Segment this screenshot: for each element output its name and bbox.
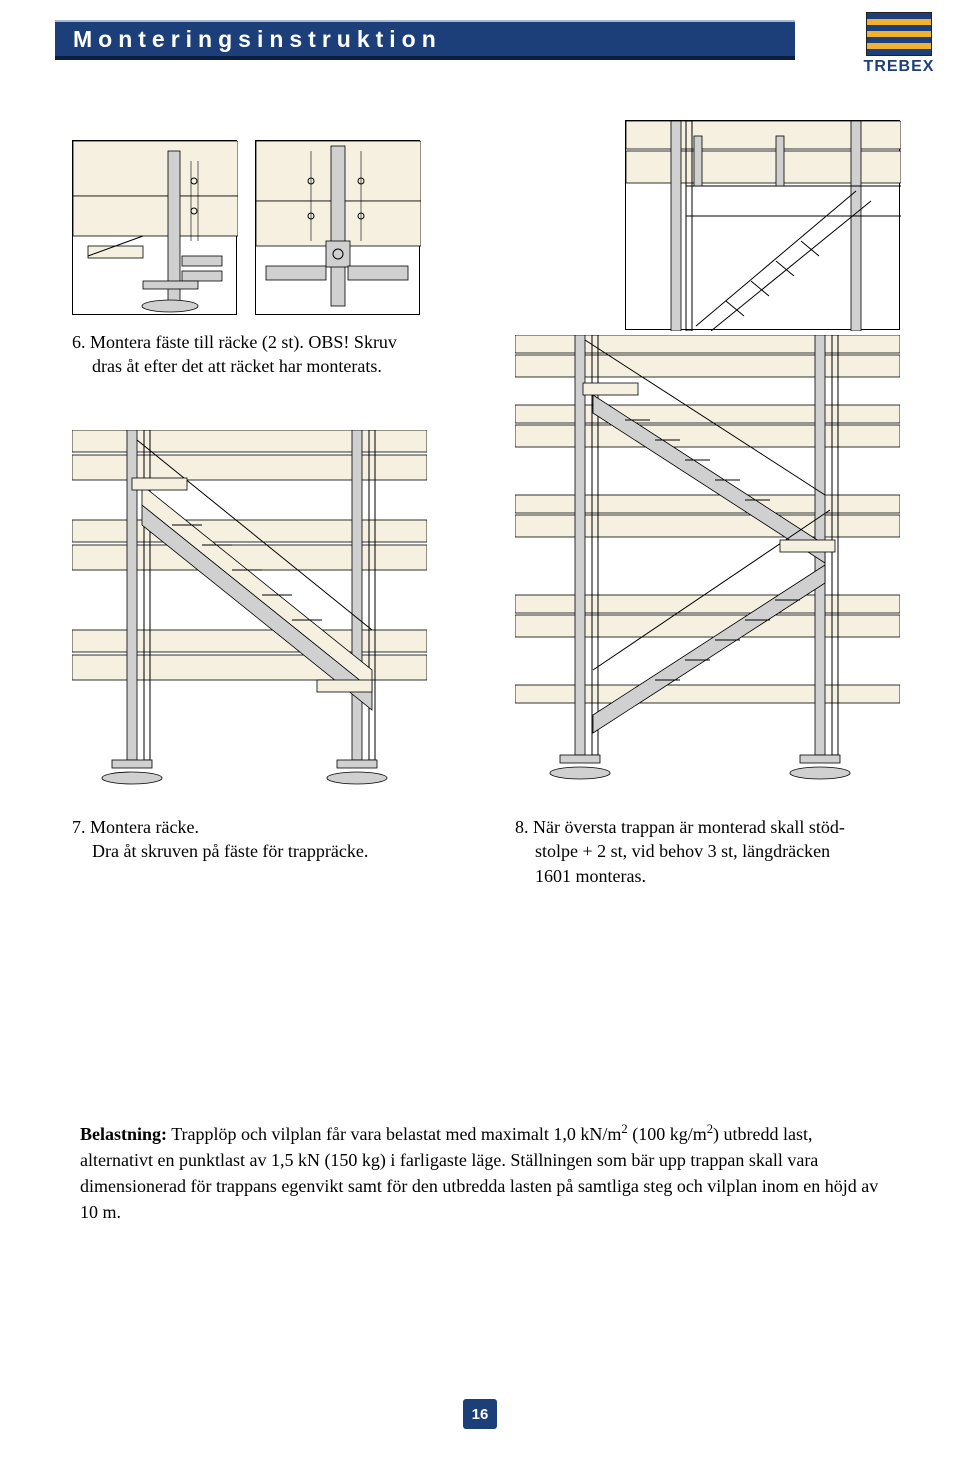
belastning-t1: Trapplöp och vilplan får vara belastat m… [167,1124,621,1144]
caption-6-line2: dras åt efter det att räcket har montera… [72,354,432,378]
caption-8: 8. När översta trappan är monterad skall… [515,815,900,888]
diagram-7 [72,430,427,798]
page-number: 16 [463,1399,497,1429]
header-title: Monteringsinstruktion [73,26,442,53]
caption-7-num: 7. [72,817,86,837]
caption-8-line3: 1601 monteras. [515,864,900,888]
header-bar: Monteringsinstruktion [55,20,795,60]
caption-6-line1: Montera fäste till räcke (2 st). OBS! Sk… [90,332,397,352]
caption-6: 6. Montera fäste till räcke (2 st). OBS!… [72,330,432,379]
diagram-6b [255,140,420,315]
belastning-paragraph: Belastning: Trapplöp och vilplan får var… [80,1120,880,1225]
diagram-8-inset [625,120,900,330]
caption-6-num: 6. [72,332,86,352]
belastning-t2: (100 kg/m [628,1124,707,1144]
caption-7-line1: Montera räcke. [90,817,199,837]
caption-7: 7. Montera räcke. Dra åt skruven på fäst… [72,815,432,864]
belastning-label: Belastning: [80,1124,167,1144]
caption-7-line2: Dra åt skruven på fäste för trappräcke. [72,839,432,863]
caption-8-num: 8. [515,817,529,837]
caption-8-line1: När översta trappan är monterad skall st… [533,817,845,837]
brand-logo: TREBEX [860,12,938,76]
logo-text: TREBEX [860,58,938,76]
logo-stripes [866,12,932,56]
diagram-6a [72,140,237,315]
diagram-8 [515,335,900,795]
caption-8-line2: stolpe + 2 st, vid behov 3 st, längdräck… [515,839,900,863]
